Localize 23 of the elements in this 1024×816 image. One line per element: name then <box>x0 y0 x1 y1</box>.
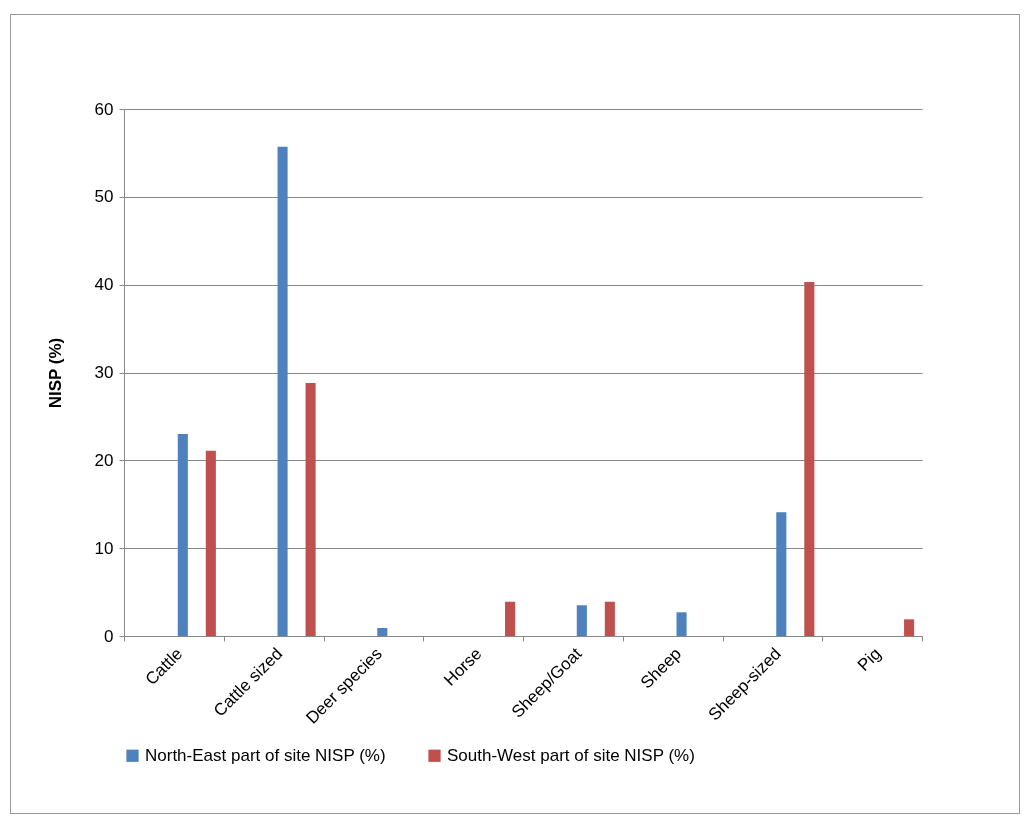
legend-label: North-East part of site NISP (%) <box>145 745 386 765</box>
y-tick-label: 30 <box>94 363 114 382</box>
bar <box>277 146 288 636</box>
bar <box>904 619 915 636</box>
y-tick-label: 40 <box>94 275 114 295</box>
bar <box>377 628 388 636</box>
y-tick-label: 20 <box>94 450 114 470</box>
y-tick-label: 10 <box>94 538 114 558</box>
y-axis-title: NISP (%) <box>45 337 65 409</box>
bar <box>804 282 815 636</box>
legend-label: South-West part of site NISP (%) <box>447 745 695 765</box>
x-tick-label: Pig <box>853 644 885 675</box>
y-tick-label: 0 <box>104 626 114 646</box>
bar <box>776 512 787 636</box>
bar <box>177 433 188 636</box>
y-tick-label: 50 <box>94 187 114 207</box>
bar <box>676 612 687 636</box>
bar <box>604 601 615 636</box>
bar <box>205 450 216 636</box>
bar <box>305 383 316 636</box>
bar <box>505 601 516 636</box>
y-tick-label: 60 <box>94 99 114 119</box>
bar <box>576 605 587 636</box>
